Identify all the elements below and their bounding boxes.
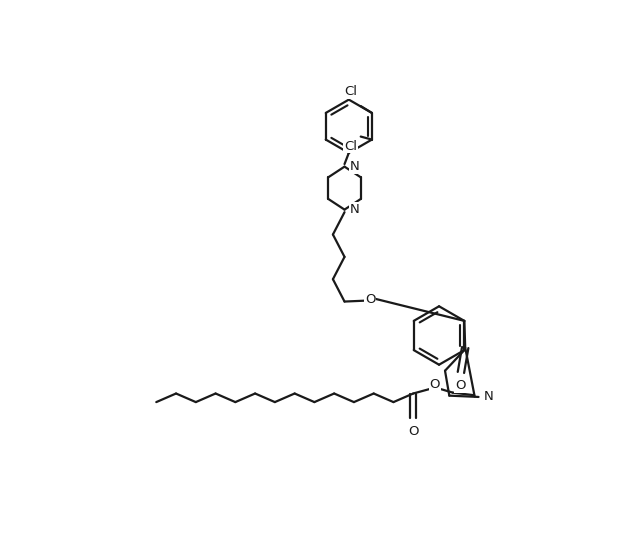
Text: Cl: Cl: [344, 140, 357, 152]
Text: O: O: [365, 293, 375, 306]
Text: N: N: [350, 203, 360, 216]
Text: O: O: [430, 378, 440, 391]
Text: Cl: Cl: [344, 85, 357, 98]
Text: O: O: [455, 379, 465, 392]
Text: N: N: [350, 160, 360, 173]
Text: N: N: [483, 389, 494, 402]
Text: O: O: [408, 425, 418, 438]
